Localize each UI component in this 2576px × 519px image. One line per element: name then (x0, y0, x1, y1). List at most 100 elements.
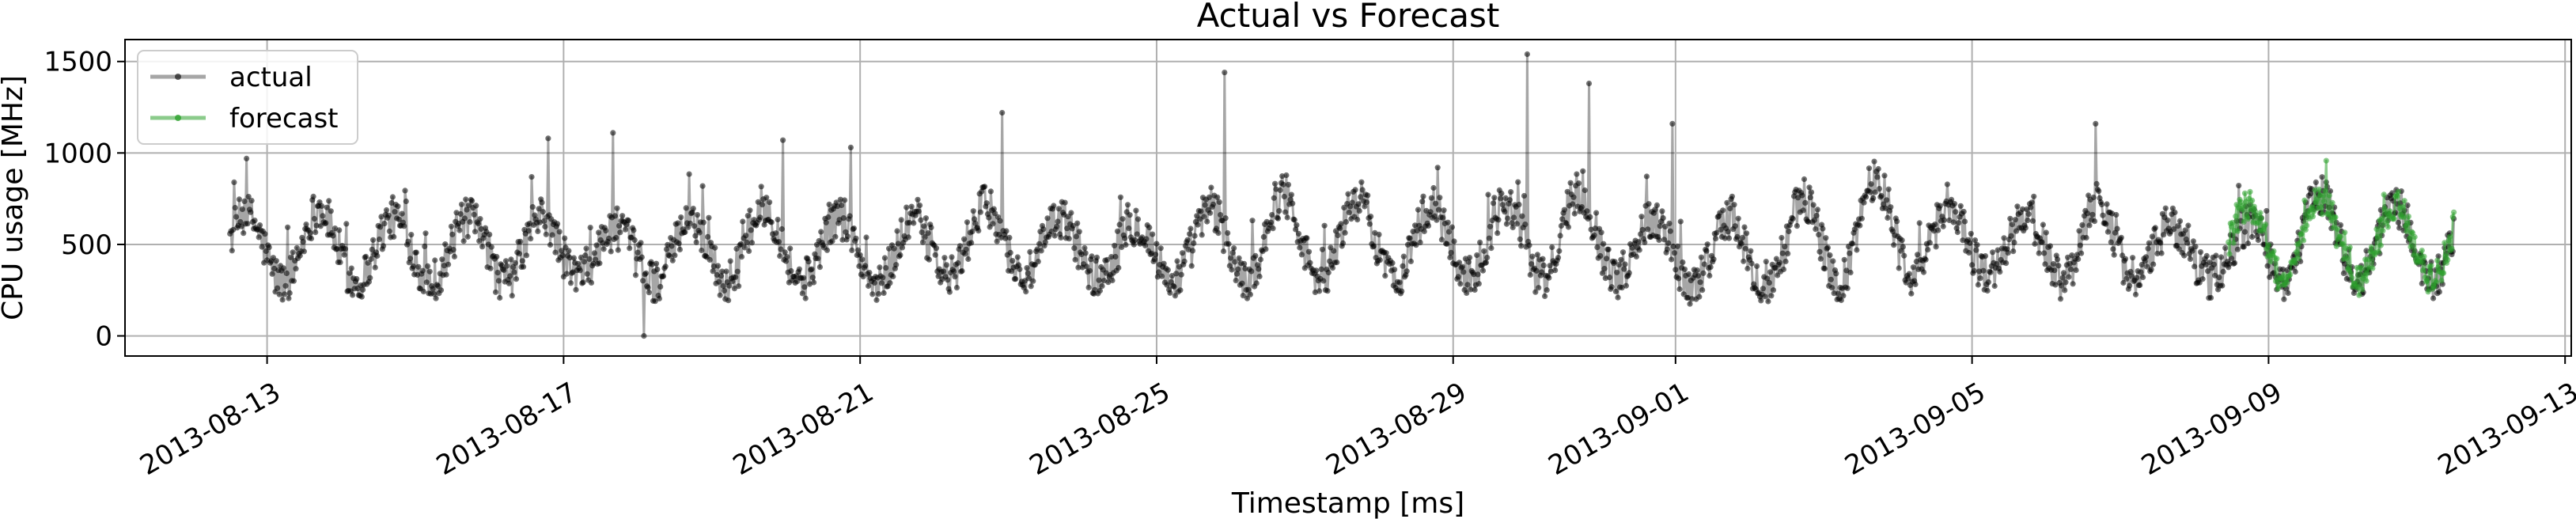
data-point-actual (1654, 202, 1660, 208)
data-point-forecast (2226, 239, 2232, 245)
data-point-actual (1229, 249, 1236, 256)
data-point-actual (423, 279, 430, 286)
data-point-actual (1509, 220, 1515, 226)
data-point-actual (273, 258, 279, 264)
legend: actual forecast (137, 50, 358, 145)
data-point-actual (256, 234, 262, 241)
data-point-actual (2055, 263, 2062, 269)
data-point-forecast (2379, 215, 2385, 222)
data-point-forecast (2342, 229, 2348, 236)
data-point-actual (1487, 223, 1494, 229)
data-point-actual (959, 267, 965, 275)
data-point-actual (566, 248, 572, 254)
data-point-actual (1882, 205, 1888, 211)
data-point-actual (597, 260, 603, 267)
data-point-actual (1295, 230, 1302, 237)
data-point-forecast (2257, 210, 2263, 216)
data-point-actual (402, 188, 408, 194)
data-point-actual (1830, 258, 1836, 264)
data-point-actual (2099, 201, 2105, 208)
data-point-actual (600, 246, 607, 252)
data-point-actual (1616, 262, 1622, 268)
data-point-actual (816, 264, 823, 271)
data-point-forecast (2387, 208, 2393, 214)
data-point-actual (391, 233, 397, 240)
data-point-actual (1151, 256, 1157, 263)
data-point-actual (1754, 263, 1760, 269)
data-point-actual (740, 218, 746, 225)
data-point-actual (1017, 266, 1023, 272)
data-point-actual (374, 252, 381, 260)
data-point-actual (2184, 240, 2191, 246)
data-point-actual (1547, 263, 1553, 269)
data-point-actual (970, 208, 976, 214)
data-point-actual (1773, 256, 1779, 262)
data-point-actual (1167, 290, 1173, 296)
data-point-actual (1366, 221, 1373, 227)
data-point-actual (1829, 285, 1835, 291)
data-point-actual (682, 229, 688, 235)
data-point-actual (2222, 244, 2229, 251)
data-point-forecast (2391, 215, 2397, 222)
data-point-forecast (2434, 257, 2441, 263)
data-point-actual (1816, 232, 1822, 238)
data-point-actual (275, 285, 281, 291)
data-point-forecast (2435, 264, 2442, 271)
data-point-actual (1112, 242, 1118, 248)
data-point-actual (801, 275, 807, 281)
data-point-actual (528, 174, 535, 180)
data-point-actual (1601, 266, 1608, 272)
data-point-actual (919, 239, 926, 245)
data-point-actual (1228, 255, 1234, 261)
data-point-actual (748, 240, 756, 246)
data-point-actual (449, 231, 456, 237)
data-point-actual (1735, 215, 1741, 222)
data-point-actual (536, 206, 542, 212)
data-point-forecast (2265, 242, 2271, 248)
data-point-actual (1544, 287, 1550, 294)
data-point-actual (1420, 193, 1426, 199)
data-point-actual (1456, 260, 1463, 266)
data-point-actual (328, 208, 334, 214)
data-point-actual (1972, 237, 1979, 244)
data-point-actual (777, 253, 783, 260)
data-point-actual (898, 217, 904, 223)
data-point-actual (2219, 282, 2226, 289)
data-point-actual (1464, 290, 1470, 296)
data-point-actual (586, 256, 593, 262)
data-point-actual (2029, 218, 2036, 224)
data-point-actual (610, 130, 616, 136)
data-point-forecast (2311, 208, 2317, 214)
data-point-actual (2165, 217, 2171, 223)
data-point-actual (972, 216, 978, 222)
data-point-actual (1288, 191, 1294, 198)
data-point-actual (1847, 250, 1853, 256)
data-point-actual (539, 199, 545, 206)
data-point-actual (2025, 211, 2032, 218)
data-point-actual (1734, 233, 1741, 240)
data-point-actual (1042, 239, 1048, 245)
data-point-actual (1844, 285, 1851, 291)
data-point-actual (1643, 173, 1650, 180)
data-point-actual (1208, 184, 1214, 191)
data-point-actual (1051, 233, 1058, 239)
data-point-actual (1481, 248, 1487, 254)
data-point-actual (1901, 252, 1907, 259)
data-point-forecast (2407, 235, 2413, 241)
data-point-actual (1486, 235, 1492, 241)
data-point-forecast (2267, 259, 2274, 265)
data-point-actual (856, 263, 862, 270)
data-point-actual (863, 234, 869, 241)
data-point-actual (1319, 246, 1326, 252)
data-point-actual (283, 270, 290, 276)
data-point-actual (1549, 244, 1555, 251)
data-point-actual (1122, 235, 1128, 241)
data-point-actual (547, 241, 554, 248)
data-point-actual (2012, 217, 2018, 223)
data-point-forecast (2364, 270, 2370, 276)
data-point-actual (1597, 252, 1604, 260)
data-point-actual (341, 252, 347, 258)
data-point-actual (2001, 235, 2007, 241)
data-point-actual (963, 246, 969, 252)
data-point-actual (413, 249, 419, 256)
